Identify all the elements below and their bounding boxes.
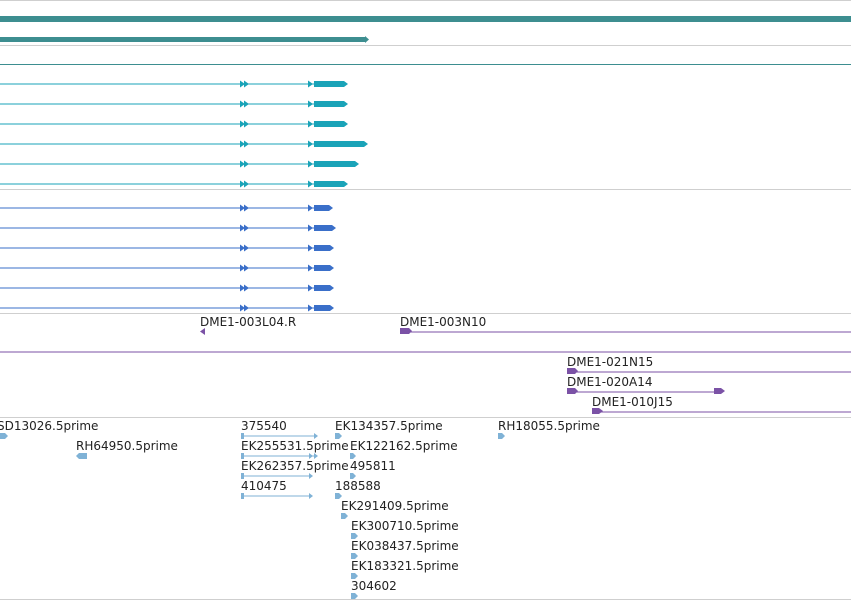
est-track: SD13026.5prime RH64950.5prime 375540 EK2… (0, 419, 600, 599)
clone-feature[interactable] (400, 328, 409, 334)
est-feature[interactable] (351, 593, 358, 599)
clone-label: DME1-003L04.R (200, 315, 296, 329)
est-label: 375540 (241, 419, 287, 433)
transcript[interactable] (0, 140, 368, 148)
transcript-track-cyan (0, 80, 368, 188)
transcript[interactable] (0, 204, 333, 212)
clone-feature[interactable] (567, 368, 575, 374)
clone-feature[interactable] (592, 408, 599, 414)
est-feature[interactable] (241, 493, 313, 499)
clone-label: DME1-021N15 (567, 355, 653, 369)
est-feature[interactable] (350, 453, 356, 459)
clone-track: DME1-003L04.R DME1-003N10 DME1-021N15 DM… (0, 315, 851, 414)
est-feature[interactable] (351, 533, 358, 539)
transcript[interactable] (0, 244, 334, 252)
est-label: EK300710.5prime (351, 519, 459, 533)
est-feature[interactable] (351, 573, 358, 579)
est-label: EK262357.5prime (241, 459, 349, 473)
transcript[interactable] (0, 224, 336, 232)
clone-label: DME1-020A14 (567, 375, 653, 389)
gene-span-bar[interactable] (0, 16, 851, 22)
transcript-track-blue (0, 204, 336, 312)
transcript[interactable] (0, 160, 359, 168)
gene-track (0, 16, 851, 65)
est-label: EK255531.5prime (241, 439, 349, 453)
est-feature[interactable] (351, 553, 358, 559)
est-label: EK122162.5prime (350, 439, 458, 453)
est-feature[interactable] (76, 453, 87, 459)
transcript[interactable] (0, 264, 334, 272)
est-feature[interactable] (241, 473, 313, 479)
est-label: 188588 (335, 479, 381, 493)
est-label: EK038437.5prime (351, 539, 459, 553)
transcript[interactable] (0, 100, 348, 108)
clone-label: DME1-003N10 (400, 315, 486, 329)
est-feature[interactable] (335, 433, 342, 439)
transcript[interactable] (0, 284, 334, 292)
clone-feature[interactable] (200, 328, 205, 335)
gene-feature-arrow (365, 36, 369, 43)
gene-feature-bar[interactable] (0, 37, 365, 42)
clone-feature[interactable] (567, 388, 575, 394)
clone-label: DME1-010J15 (592, 395, 673, 409)
est-feature[interactable] (341, 513, 348, 519)
est-feature[interactable] (498, 433, 505, 439)
est-feature[interactable] (241, 433, 318, 439)
est-label: EK134357.5prime (335, 419, 443, 433)
est-feature[interactable] (0, 433, 8, 439)
est-label: 495811 (350, 459, 396, 473)
gene-model-line[interactable] (0, 64, 851, 65)
transcript[interactable] (0, 120, 348, 128)
est-label: SD13026.5prime (0, 419, 98, 433)
transcript[interactable] (0, 304, 334, 312)
est-feature[interactable] (350, 473, 356, 479)
est-feature[interactable] (335, 493, 342, 499)
est-label: 304602 (351, 579, 397, 593)
transcript[interactable] (0, 180, 348, 188)
est-label: EK291409.5prime (341, 499, 449, 513)
est-label: 410475 (241, 479, 287, 493)
est-label: RH18055.5prime (498, 419, 600, 433)
est-feature[interactable] (241, 453, 318, 459)
est-label: RH64950.5prime (76, 439, 178, 453)
est-label: EK183321.5prime (351, 559, 459, 573)
transcript[interactable] (0, 80, 348, 88)
